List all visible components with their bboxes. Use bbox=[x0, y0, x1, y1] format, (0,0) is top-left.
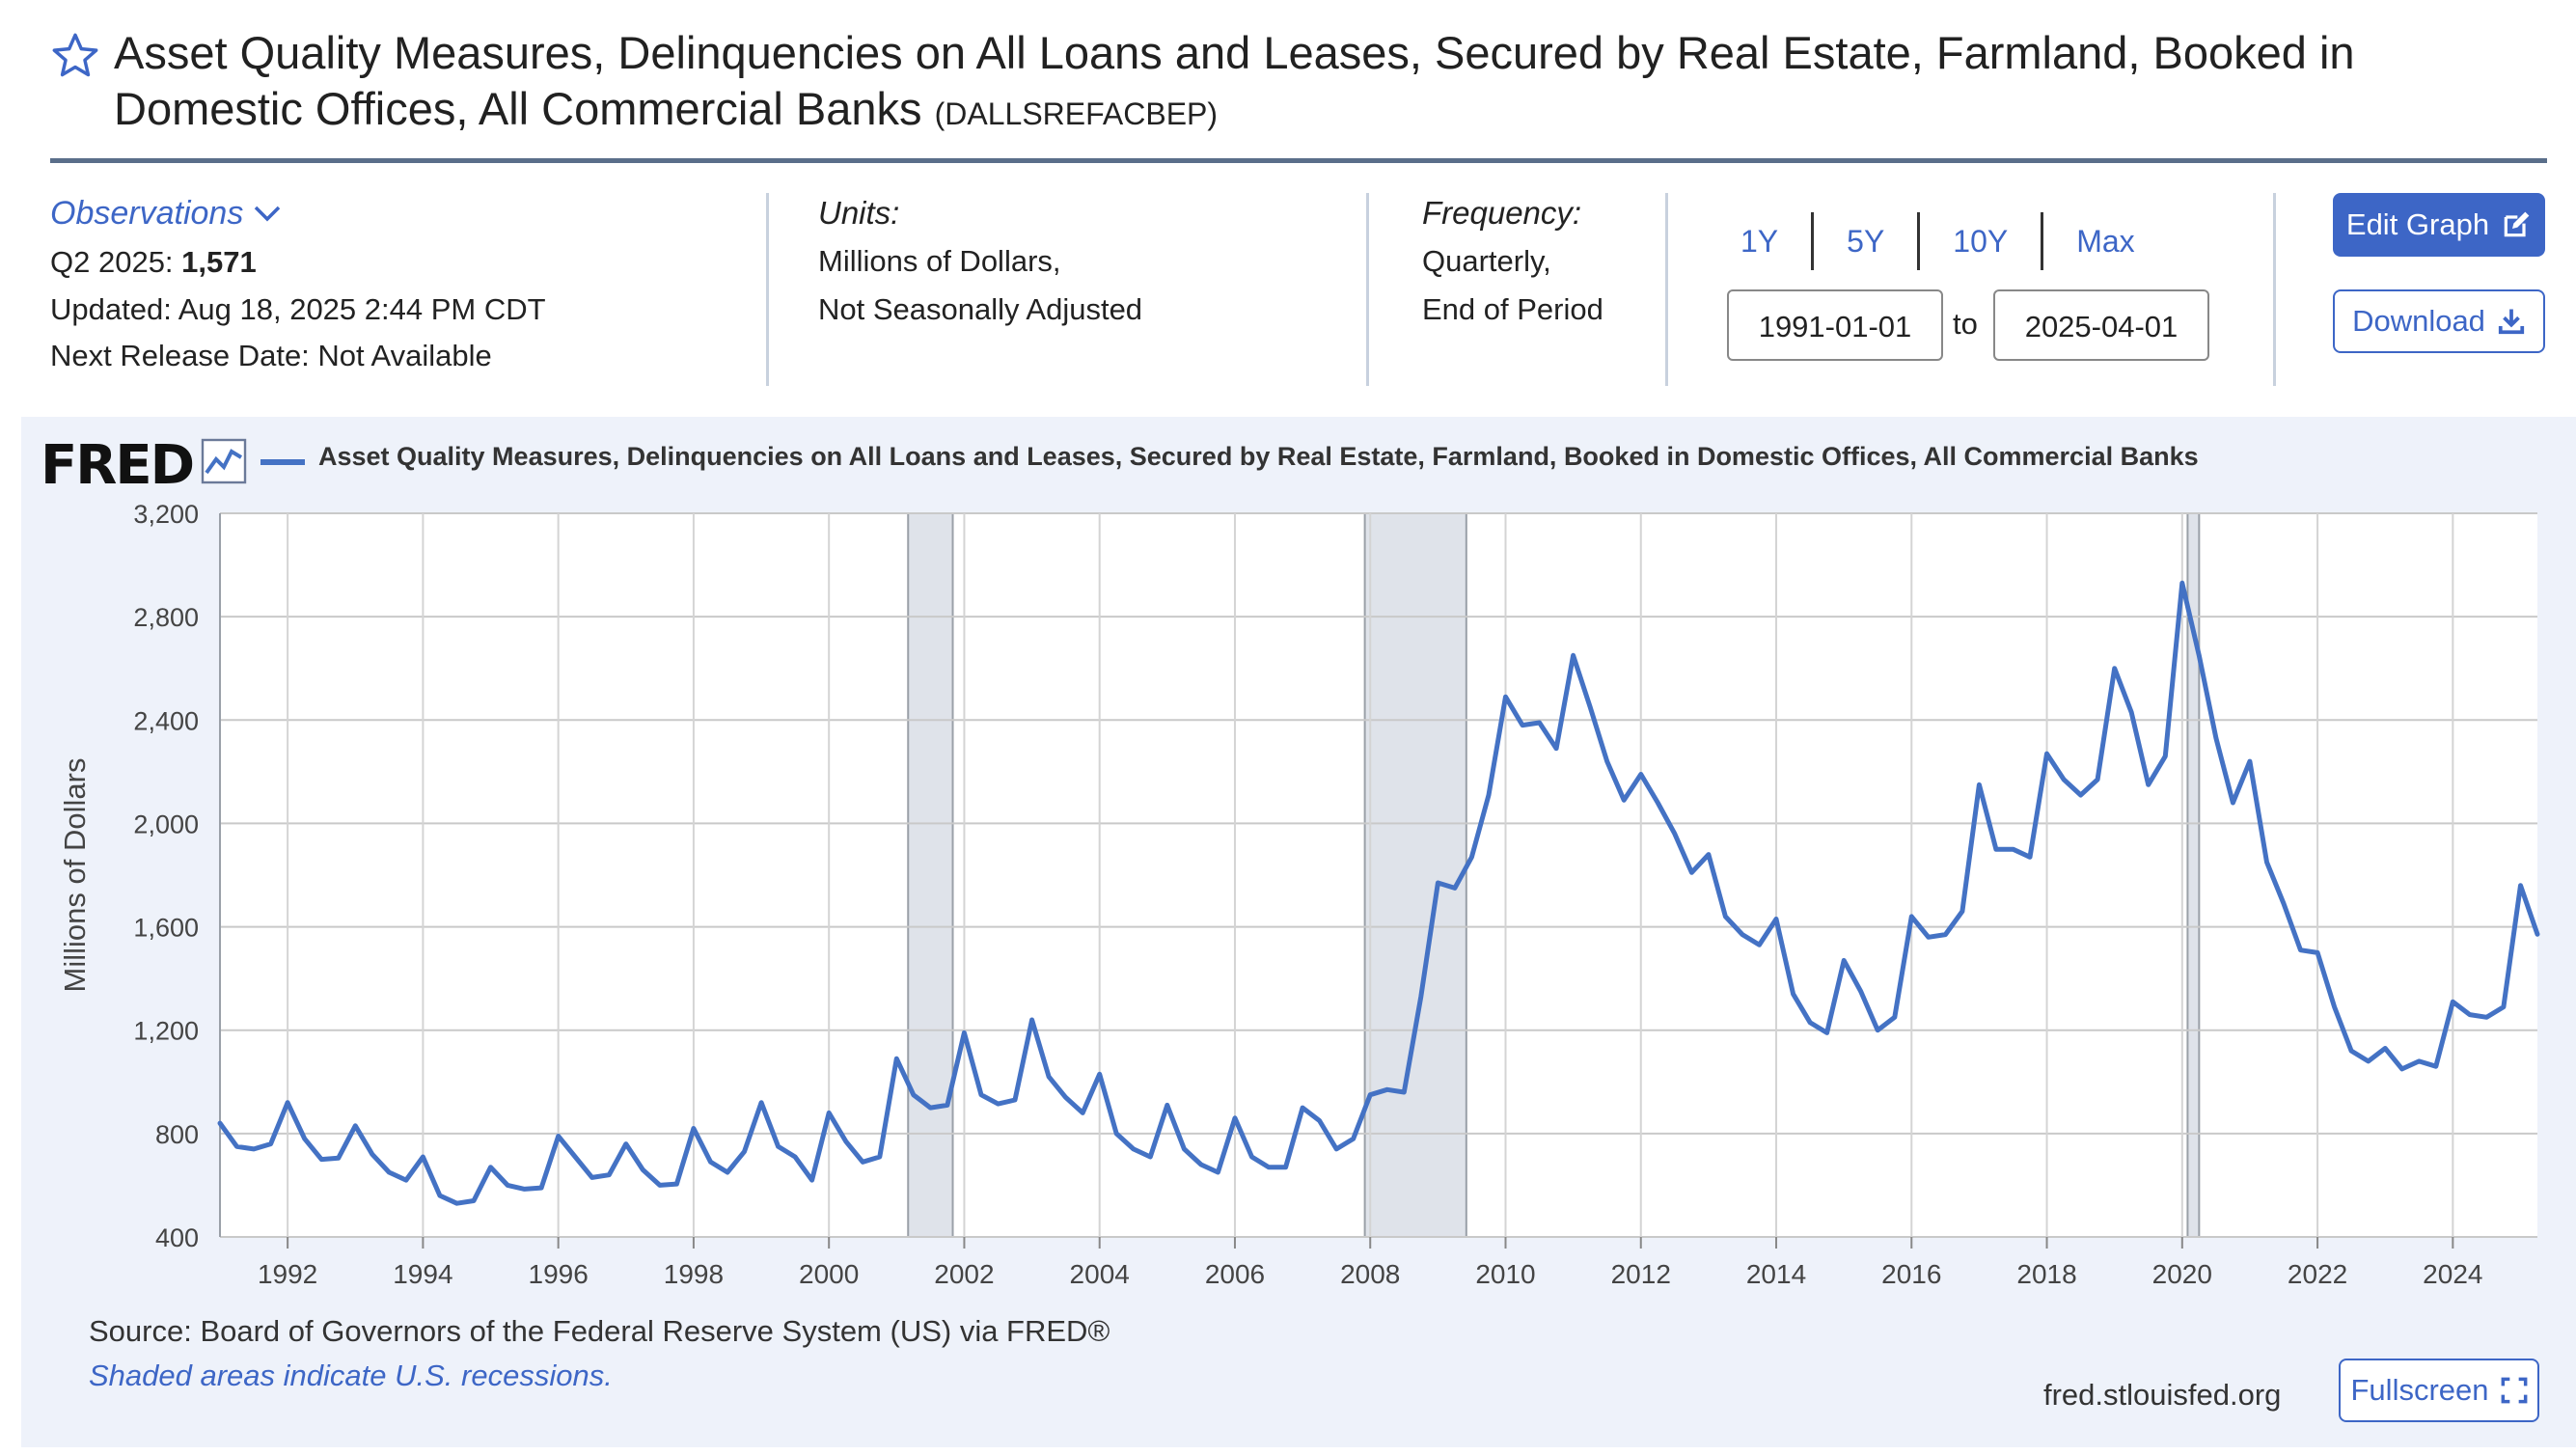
x-tick-label: 2018 bbox=[2016, 1259, 2076, 1285]
y-axis-label: Millions of Dollars bbox=[58, 758, 92, 993]
observations-panel: Observations Q2 2025: 1,571 Updated: Aug… bbox=[50, 189, 546, 379]
fred-logo: FRED bbox=[41, 434, 195, 497]
series-line[interactable] bbox=[217, 580, 2540, 1206]
line-chart: 400 800 1,200 1,600 2,000 2,400 2,800 3,200 1992… bbox=[58, 500, 2540, 1285]
x-tick-label: 2020 bbox=[2152, 1259, 2212, 1285]
x-tick-label: 1998 bbox=[664, 1259, 724, 1285]
y-tick-label: 400 bbox=[155, 1223, 199, 1252]
series-title: Asset Quality Measures, Delinquencies on… bbox=[114, 27, 2355, 134]
x-tick-label: 2014 bbox=[1746, 1259, 1806, 1285]
range-10y-button[interactable]: 10Y bbox=[1953, 224, 2009, 259]
range-separator bbox=[1811, 212, 1815, 270]
next-release-text: Next Release Date: Not Available bbox=[50, 339, 492, 372]
site-url[interactable]: fred.stlouisfed.org bbox=[2043, 1378, 2282, 1412]
units-line-2: Not Seasonally Adjusted bbox=[818, 292, 1143, 326]
download-label: Download bbox=[2352, 304, 2485, 338]
x-tick-label: 2016 bbox=[1881, 1259, 1941, 1285]
range-separator bbox=[1917, 212, 1921, 270]
x-tick-label: 2000 bbox=[799, 1259, 859, 1285]
chevron-down-icon bbox=[255, 206, 281, 222]
legend-swatch bbox=[260, 459, 305, 465]
x-tick-label: 2024 bbox=[2423, 1259, 2482, 1285]
frequency-line-1: Quarterly, bbox=[1422, 244, 1551, 278]
y-tick-label: 2,800 bbox=[133, 603, 199, 632]
meta-divider bbox=[1665, 193, 1668, 386]
meta-divider bbox=[766, 193, 769, 386]
y-tick-label: 2,000 bbox=[133, 810, 199, 838]
edit-graph-button[interactable]: Edit Graph bbox=[2333, 193, 2545, 257]
to-label: to bbox=[1953, 307, 1978, 341]
series-id: (DALLSREFACBEP) bbox=[934, 96, 1219, 131]
x-tick-label: 1996 bbox=[529, 1259, 589, 1285]
download-icon bbox=[2498, 309, 2525, 335]
source-note: Source: Board of Governors of the Federa… bbox=[89, 1314, 1110, 1348]
recession-band bbox=[907, 512, 954, 1238]
download-button[interactable]: Download bbox=[2333, 289, 2545, 353]
legend-entry: Asset Quality Measures, Delinquencies on… bbox=[318, 442, 2199, 471]
y-tick-label: 1,200 bbox=[133, 1017, 199, 1046]
edit-icon bbox=[2504, 211, 2530, 237]
latest-observation: Q2 2025: 1,571 bbox=[50, 238, 546, 287]
page-title: Asset Quality Measures, Delinquencies on… bbox=[50, 25, 2539, 142]
title-block: Asset Quality Measures, Delinquencies on… bbox=[50, 25, 2539, 142]
y-tick-label: 3,200 bbox=[133, 500, 199, 529]
recession-band bbox=[1363, 512, 1467, 1238]
chart-panel: FRED Asset Quality Measures, Delinquenci… bbox=[21, 417, 2576, 1447]
x-tick-label: 2004 bbox=[1070, 1259, 1130, 1285]
units-label: Units: bbox=[818, 195, 900, 231]
frequency-line-2: End of Period bbox=[1422, 292, 1603, 326]
latest-value: 1,571 bbox=[181, 245, 257, 279]
range-1y-button[interactable]: 1Y bbox=[1740, 224, 1779, 259]
frequency-panel: Frequency: Quarterly, End of Period bbox=[1422, 189, 1603, 334]
range-separator bbox=[2041, 212, 2044, 270]
range-5y-button[interactable]: 5Y bbox=[1847, 224, 1885, 259]
fullscreen-icon bbox=[2501, 1377, 2527, 1404]
edit-graph-label: Edit Graph bbox=[2345, 207, 2490, 241]
units-line-1: Millions of Dollars, bbox=[818, 244, 1061, 278]
line-chart-logo-icon bbox=[201, 438, 247, 484]
x-tick-label: 1992 bbox=[258, 1259, 317, 1285]
observations-label: Observations bbox=[50, 195, 244, 232]
star-outline-icon[interactable] bbox=[50, 31, 100, 81]
x-tick-label: 2022 bbox=[2288, 1259, 2347, 1285]
x-tick-label: 2012 bbox=[1611, 1259, 1671, 1285]
x-tick-label: 1994 bbox=[393, 1259, 452, 1285]
range-max-button[interactable]: Max bbox=[2076, 224, 2135, 259]
range-buttons: 1Y 5Y 10Y Max bbox=[1708, 212, 2168, 270]
meta-divider bbox=[2273, 193, 2276, 386]
x-tick-label: 2002 bbox=[934, 1259, 994, 1285]
observations-dropdown[interactable]: Observations bbox=[50, 189, 282, 237]
start-date-input[interactable]: 1991-01-01 bbox=[1727, 289, 1943, 361]
y-tick-label: 2,400 bbox=[133, 706, 199, 735]
title-divider bbox=[50, 158, 2547, 163]
units-panel: Units: Millions of Dollars, Not Seasonal… bbox=[818, 189, 1142, 334]
frequency-label: Frequency: bbox=[1422, 195, 1582, 231]
x-tick-label: 2010 bbox=[1475, 1259, 1535, 1285]
x-tick-label: 2006 bbox=[1205, 1259, 1265, 1285]
end-date-input[interactable]: 2025-04-01 bbox=[1993, 289, 2209, 361]
recession-note[interactable]: Shaded areas indicate U.S. recessions. bbox=[89, 1359, 613, 1392]
fullscreen-label: Fullscreen bbox=[2350, 1373, 2489, 1407]
fullscreen-button[interactable]: Fullscreen bbox=[2339, 1359, 2539, 1422]
x-tick-label: 2008 bbox=[1340, 1259, 1400, 1285]
meta-divider bbox=[1366, 193, 1369, 386]
y-tick-label: 1,600 bbox=[133, 914, 199, 943]
latest-period: Q2 2025: bbox=[50, 245, 174, 279]
y-tick-label: 800 bbox=[155, 1120, 199, 1149]
updated-text: Updated: Aug 18, 2025 2:44 PM CDT bbox=[50, 292, 546, 326]
